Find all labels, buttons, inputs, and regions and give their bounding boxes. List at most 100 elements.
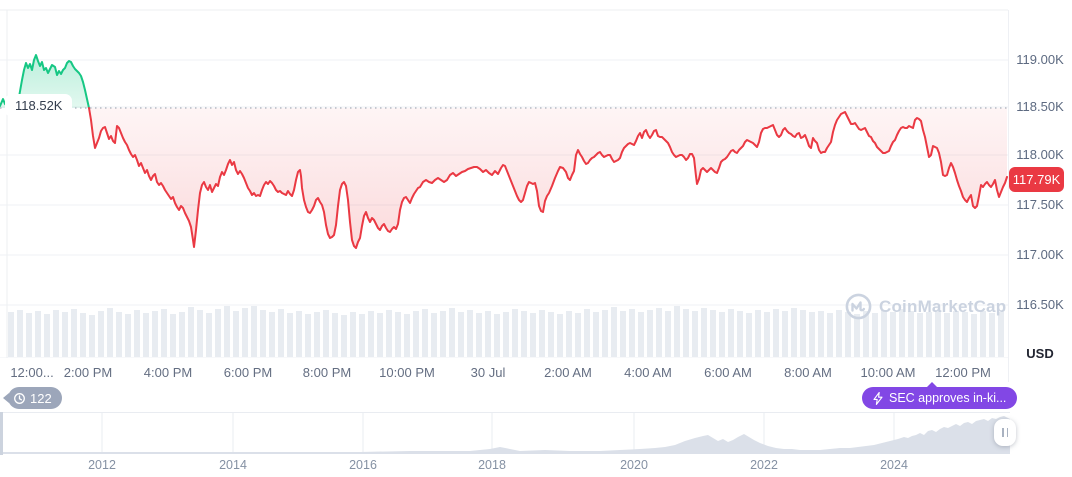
x-axis-tick: 6:00 AM — [704, 365, 752, 380]
year-axis-tick: 2014 — [219, 458, 247, 472]
volume-bar — [260, 310, 266, 357]
volume-bar — [926, 312, 932, 357]
volume-bar — [674, 306, 680, 357]
currency-unit-label[interactable]: USD — [1026, 346, 1054, 361]
x-axis-tick: 8:00 AM — [784, 365, 832, 380]
history-minimap[interactable] — [0, 412, 1010, 456]
volume-bar — [251, 306, 257, 357]
volume-bar — [17, 310, 23, 357]
volume-bar — [935, 310, 941, 357]
volume-bar — [998, 312, 1004, 357]
volume-bar — [647, 310, 653, 357]
volume-bar — [89, 315, 95, 357]
year-axis-tick: 2020 — [620, 458, 648, 472]
volume-bar — [710, 310, 716, 357]
volume-bar — [728, 309, 734, 357]
volume-bar — [134, 310, 140, 357]
volume-bar — [359, 314, 365, 357]
volume-bar — [620, 311, 626, 357]
volume-bar — [827, 313, 833, 357]
volume-bar — [206, 313, 212, 357]
volume-bar — [809, 312, 815, 357]
volume-bar — [575, 313, 581, 357]
volume-bar — [737, 311, 743, 357]
coinmarketcap-logo-icon — [845, 293, 872, 320]
volume-bar — [467, 310, 473, 357]
volume-bar — [881, 310, 887, 357]
volume-bar — [62, 312, 68, 357]
volume-bar — [53, 310, 59, 357]
volume-bar — [521, 311, 527, 357]
volume-bar — [530, 313, 536, 357]
volume-bar — [431, 313, 437, 357]
x-axis-tick: 2:00 AM — [544, 365, 592, 380]
volume-bar — [188, 307, 194, 357]
year-axis-tick: 2024 — [880, 458, 908, 472]
x-axis-tick: 12:00 PM — [935, 365, 991, 380]
volume-bar — [377, 313, 383, 357]
volume-bar — [494, 314, 500, 357]
volume-bar — [395, 312, 401, 357]
volume-bar — [44, 314, 50, 357]
volume-bar — [332, 313, 338, 357]
volume-bar — [602, 310, 608, 357]
volume-bar — [719, 312, 725, 357]
volume-bar — [863, 311, 869, 357]
volume-bar — [269, 312, 275, 357]
year-axis-tick: 2012 — [88, 458, 116, 472]
y-axis-tick: 117.50K — [1016, 197, 1064, 212]
minimap-area — [0, 416, 1010, 454]
volume-bar — [836, 310, 842, 357]
last-price-badge: 117.79K — [1009, 167, 1064, 192]
volume-bar — [278, 309, 284, 357]
volume-bar — [890, 312, 896, 357]
news-event-badge[interactable]: SEC approves in-ki... — [862, 382, 1018, 409]
volume-bar — [350, 312, 356, 357]
volume-bar — [422, 309, 428, 357]
volume-bar — [845, 312, 851, 357]
x-axis-tick: 4:00 AM — [624, 365, 672, 380]
price-chart-canvas[interactable] — [0, 0, 1008, 358]
volume-bar — [386, 310, 392, 357]
volume-bar — [557, 314, 563, 357]
volume-bar — [179, 312, 185, 357]
volume-bar — [242, 308, 248, 357]
coinmarketcap-watermark: CoinMarketCap — [845, 293, 1006, 320]
volume-bar — [953, 311, 959, 357]
minimap-scroll-handle[interactable] — [994, 419, 1016, 446]
volume-bar — [314, 312, 320, 357]
volume-bar — [917, 313, 923, 357]
volume-bar — [773, 309, 779, 357]
volume-bar — [323, 310, 329, 357]
volume-bar — [341, 315, 347, 357]
volume-bar — [485, 311, 491, 357]
volume-bar — [539, 310, 545, 357]
volume-bar — [944, 313, 950, 357]
history-count: 122 — [30, 390, 52, 406]
volume-bar — [161, 309, 167, 357]
volume-bar — [224, 306, 230, 357]
volume-bar — [71, 309, 77, 357]
volume-bar — [791, 308, 797, 357]
year-axis-tick: 2016 — [349, 458, 377, 472]
volume-bar — [440, 311, 446, 357]
volume-bar — [8, 312, 14, 357]
volume-bar — [512, 309, 518, 357]
volume-bar — [170, 314, 176, 357]
volume-bar — [971, 314, 977, 357]
volume-bar — [683, 309, 689, 357]
volume-bar — [548, 312, 554, 357]
minimap-left-edge[interactable] — [0, 412, 3, 455]
price-axis[interactable]: 119.00K 118.50K 118.00K 117.50K 117.00K 116.5… — [1008, 10, 1072, 382]
open-price-label: 118.52K — [6, 95, 72, 116]
volume-bar — [476, 313, 482, 357]
volume-bar — [701, 308, 707, 357]
year-axis-tick: 2018 — [478, 458, 506, 472]
volume-bar — [755, 310, 761, 357]
volume-bar — [107, 308, 113, 357]
volume-bar — [449, 308, 455, 357]
volume-bar — [962, 312, 968, 357]
volume-bar — [656, 308, 662, 357]
volume-bar — [26, 313, 32, 357]
history-events-badge[interactable]: 122 — [3, 387, 62, 409]
